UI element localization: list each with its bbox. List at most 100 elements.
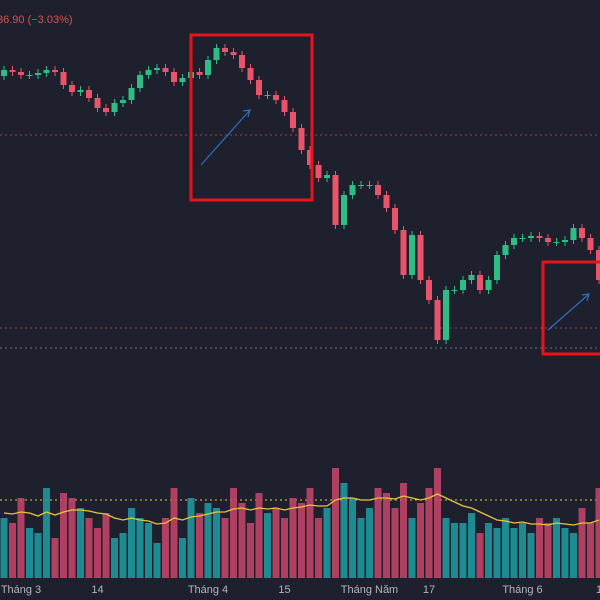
volume-bar (204, 503, 212, 578)
candle-body (485, 280, 492, 290)
x-tick-label: 15 (278, 584, 290, 596)
volume-bar (238, 503, 246, 578)
candle-body (222, 48, 228, 52)
volume-bar (68, 498, 76, 578)
candle-body (247, 68, 254, 80)
candle-body (264, 95, 271, 96)
volume-bar (43, 488, 50, 578)
volume-bar (502, 518, 509, 578)
candle-body (315, 165, 322, 178)
volume-bar (391, 508, 399, 578)
candle-body (171, 72, 177, 82)
candle-body (256, 80, 262, 95)
candle-body (383, 195, 390, 208)
x-tick-label: Tháng 3 (1, 584, 41, 596)
candle-body (43, 70, 50, 73)
candle-body (426, 280, 432, 300)
volume-bar (340, 483, 348, 578)
candle-body (519, 238, 526, 239)
candle-body (553, 242, 560, 243)
candle-body (332, 175, 339, 225)
candle-body (545, 238, 551, 242)
candle-body (103, 108, 109, 112)
candle-body (128, 88, 135, 100)
candle-body (562, 240, 568, 242)
volume-bar (9, 523, 16, 578)
candle-body (145, 70, 152, 75)
candle-body (86, 90, 92, 98)
plot-area: Tháng 3 14 Tháng 4 15 Tháng Năm 17 Tháng 6 1 (0, 44, 600, 596)
candle-body (179, 78, 186, 82)
volume-bar (578, 508, 586, 578)
volume-bar (374, 488, 382, 578)
volume-bar (264, 513, 271, 578)
header-text: 36.90 (−3.03%) (0, 14, 73, 26)
volume-bar (349, 498, 356, 578)
candle-body (358, 185, 364, 186)
candle-body (434, 300, 441, 340)
candle-body (213, 48, 220, 60)
volume-bar (187, 498, 195, 578)
candle-body (494, 255, 500, 280)
volume-bar (553, 518, 560, 578)
volume-bar (570, 533, 577, 578)
volume-bar (425, 488, 433, 578)
candle-body (154, 68, 160, 70)
volume-bar (417, 503, 424, 578)
candle-body (443, 290, 449, 340)
volume-bar (366, 508, 373, 578)
volume-bar (357, 518, 365, 578)
candle-body (239, 55, 245, 68)
candle-body (162, 68, 169, 72)
volume-bar (519, 523, 526, 578)
volume-bar (153, 543, 161, 578)
highlight-box (189, 33, 314, 202)
candle-body (511, 238, 517, 245)
volume-ma-line (3, 493, 600, 526)
volume-bar (510, 528, 518, 578)
volume-bar (408, 518, 416, 578)
candle-body (451, 290, 458, 291)
candle-body (298, 128, 305, 150)
volume-bar (476, 533, 484, 578)
candle-body (307, 150, 313, 165)
arrow (547, 293, 590, 331)
candle-body (392, 208, 398, 230)
volume-bar (587, 523, 594, 578)
volume-bar (111, 538, 118, 578)
candle-body (120, 100, 126, 103)
volume-bar (315, 518, 322, 578)
candle-body (502, 245, 509, 255)
candle-body (400, 230, 407, 275)
candle-body (417, 235, 424, 280)
candle-body (273, 95, 279, 100)
volume-bar (383, 493, 390, 578)
candle-body (349, 185, 356, 195)
volume-bar (94, 528, 101, 578)
volume-bar (162, 518, 169, 578)
volume-bar (459, 523, 467, 578)
volume-bar (230, 488, 237, 578)
volume-bar (145, 523, 152, 578)
candle-body (341, 195, 347, 225)
volume-bar (561, 528, 569, 578)
candle-body (375, 185, 381, 195)
candle-body (587, 238, 594, 250)
volume-bar (332, 468, 339, 578)
candle-body (281, 100, 288, 112)
candle-body (528, 236, 534, 238)
volume-bar (298, 503, 305, 578)
volume-bar (281, 518, 288, 578)
volume-bar (272, 508, 280, 578)
arrow-head (242, 109, 251, 118)
volume-bar (595, 488, 600, 578)
candle-body (366, 185, 373, 186)
volume-bar (255, 493, 263, 578)
candle-body (409, 235, 415, 275)
highlight-box (541, 260, 600, 356)
x-tick-label: 1 (596, 584, 600, 596)
volume-bar (468, 513, 475, 578)
candle-body (230, 52, 237, 55)
volume-bar (128, 508, 135, 578)
